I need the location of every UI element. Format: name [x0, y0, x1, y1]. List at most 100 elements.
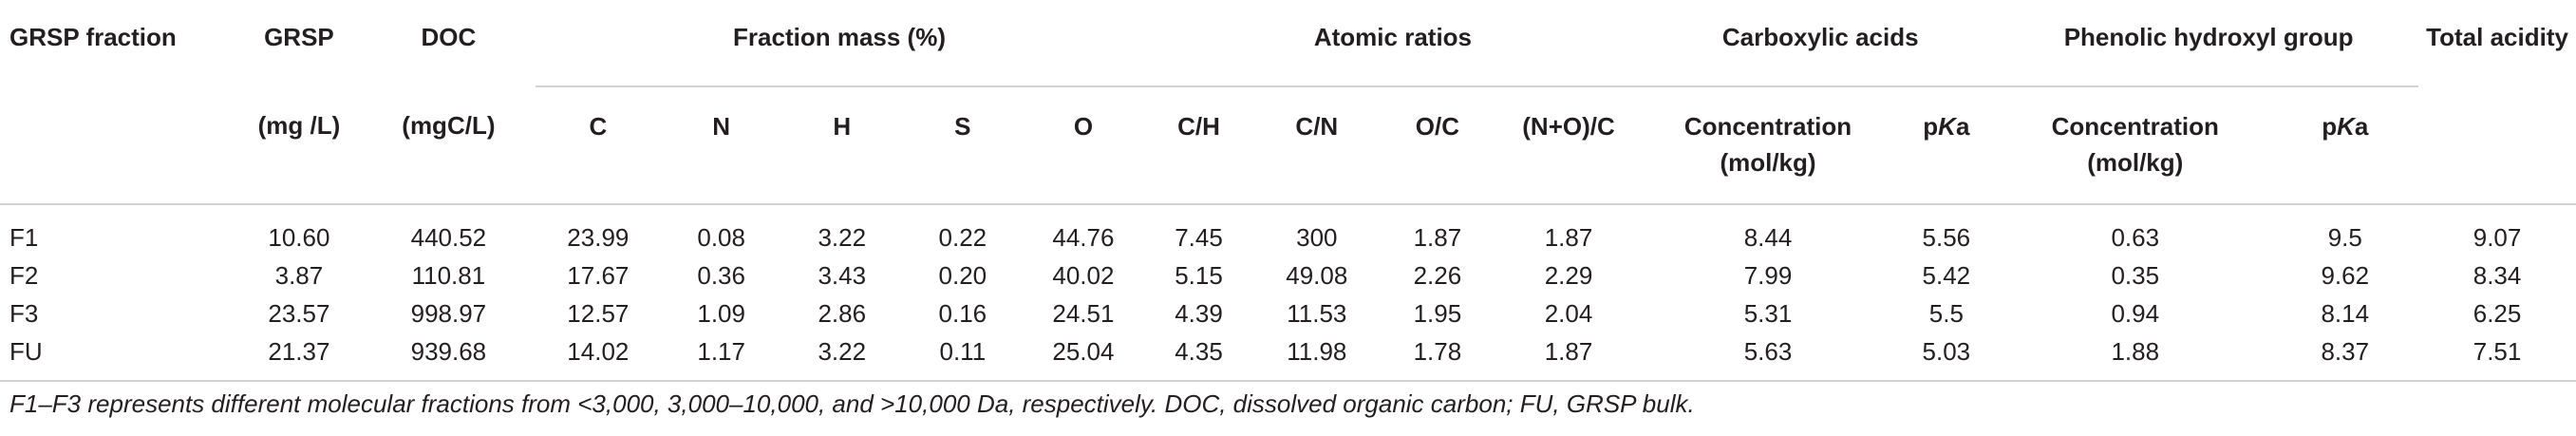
cell-h: 3.22: [818, 337, 867, 366]
cell-ch: 7.45: [1175, 223, 1223, 252]
header-grsp-fraction: GRSP fraction: [9, 23, 177, 51]
cell-c: 23.99: [567, 223, 630, 252]
header-empty: [2418, 86, 2576, 204]
cell-phen-conc: 0.35: [2111, 261, 2160, 290]
cell-cn: 300: [1296, 223, 1338, 252]
cell-carb-conc: 5.31: [1743, 299, 1793, 328]
cell-o: 25.04: [1052, 337, 1115, 366]
header-atomic-ratios: Atomic ratios: [1143, 9, 1643, 87]
cell-ch: 4.35: [1175, 337, 1223, 366]
cell-phen-conc: 1.88: [2111, 337, 2160, 366]
header-grsp-unit: (mg /L): [257, 111, 341, 140]
cell-oc: 2.26: [1413, 261, 1462, 290]
header-col-c: C: [589, 112, 608, 141]
cell-phen-pka: 9.62: [2321, 261, 2370, 290]
cell-oc: 1.95: [1413, 299, 1462, 328]
cell-fraction: F2: [9, 261, 39, 290]
cell-s: 0.16: [938, 299, 987, 328]
concentration-line1: Concentration: [1683, 112, 1852, 141]
cell-doc: 998.97: [410, 299, 487, 328]
cell-carb-conc: 8.44: [1743, 223, 1793, 252]
cell-total: 8.34: [2473, 261, 2522, 290]
cell-oc: 1.87: [1413, 223, 1462, 252]
table-row: F3 23.57 998.97 12.57 1.09 2.86 0.16 24.…: [0, 294, 2576, 332]
cell-phen-conc: 0.63: [2111, 223, 2160, 252]
header-carboxylic-acids: Carboxylic acids: [1642, 9, 2000, 87]
cell-n: 1.09: [697, 299, 745, 328]
header-carb-concentration: Concentration (mol/kg): [1642, 86, 1893, 204]
cell-c: 12.57: [567, 299, 630, 328]
cell-fraction: F3: [9, 299, 39, 328]
cell-carb-pka: 5.42: [1922, 261, 1971, 290]
cell-h: 2.86: [818, 299, 867, 328]
cell-o: 40.02: [1052, 261, 1115, 290]
header-phen-pka: pKa: [2271, 86, 2418, 204]
cell-o: 44.76: [1052, 223, 1115, 252]
cell-noc: 1.87: [1544, 337, 1593, 366]
cell-phen-conc: 0.94: [2111, 299, 2160, 328]
cell-fraction: FU: [9, 337, 43, 366]
header-carb-pka: pKa: [1894, 86, 2000, 204]
cell-carb-pka: 5.03: [1922, 337, 1971, 366]
cell-grsp: 21.37: [268, 337, 330, 366]
cell-cn: 11.53: [1287, 299, 1347, 328]
header-row-2: (mg /L) (mgC/L) C N H S O C/H C/N O/C (N…: [0, 86, 2576, 204]
header-total-acidity: Total acidity: [2426, 23, 2568, 51]
cell-cn: 11.98: [1287, 337, 1347, 366]
header-fraction-mass: Fraction mass (%): [535, 9, 1144, 87]
header-col-cn: C/N: [1295, 112, 1339, 141]
cell-o: 24.51: [1052, 299, 1115, 328]
cell-carb-conc: 7.99: [1743, 261, 1793, 290]
cell-h: 3.43: [818, 261, 867, 290]
header-doc: DOC: [421, 23, 477, 51]
cell-phen-pka: 8.37: [2321, 337, 2370, 366]
cell-c: 14.02: [567, 337, 630, 366]
pka-a: a: [1955, 112, 1970, 141]
cell-fraction: F1: [9, 223, 39, 252]
pka-k: K: [1938, 112, 1956, 141]
header-phenolic-hydroxyl: Phenolic hydroxyl group: [1999, 9, 2419, 87]
cell-grsp: 10.60: [268, 223, 330, 252]
cell-doc: 939.68: [410, 337, 487, 366]
cell-doc: 440.52: [410, 223, 487, 252]
cell-total: 9.07: [2473, 223, 2522, 252]
cell-doc: 110.81: [411, 261, 486, 290]
table-row: F2 3.87 110.81 17.67 0.36 3.43 0.20 40.0…: [0, 256, 2576, 294]
header-doc-unit: (mgC/L): [402, 111, 496, 140]
cell-c: 17.67: [567, 261, 630, 290]
cell-carb-pka: 5.5: [1928, 299, 1964, 328]
table-footnote: F1–F3 represents different molecular fra…: [9, 389, 1695, 418]
header-grsp: GRSP: [264, 23, 334, 51]
header-row-1: GRSP fraction GRSP DOC Fraction mass (%)…: [0, 9, 2576, 87]
cell-grsp: 3.87: [274, 261, 324, 290]
cell-noc: 2.04: [1544, 299, 1593, 328]
cell-grsp: 23.57: [268, 299, 330, 328]
cell-n: 1.17: [697, 337, 745, 366]
table-row: FU 21.37 939.68 14.02 1.17 3.22 0.11 25.…: [0, 332, 2576, 381]
table-row: F1 10.60 440.52 23.99 0.08 3.22 0.22 44.…: [0, 204, 2576, 256]
cell-noc: 2.29: [1544, 261, 1593, 290]
pka-p: p: [2322, 112, 2338, 141]
header-col-oc: O/C: [1415, 112, 1459, 141]
concentration-line2: (mol/kg): [2087, 148, 2184, 177]
cell-oc: 1.78: [1413, 337, 1462, 366]
header-empty: [0, 86, 236, 204]
cell-s: 0.22: [938, 223, 987, 252]
cell-h: 3.22: [818, 223, 867, 252]
cell-phen-pka: 9.5: [2327, 223, 2362, 252]
concentration-line2: (mol/kg): [1720, 148, 1816, 177]
header-col-noc: (N+O)/C: [1522, 112, 1615, 141]
data-table: GRSP fraction GRSP DOC Fraction mass (%)…: [0, 9, 2576, 382]
cell-ch: 4.39: [1175, 299, 1223, 328]
cell-n: 0.08: [697, 223, 745, 252]
cell-n: 0.36: [697, 261, 745, 290]
pka-k: K: [2337, 112, 2355, 141]
header-col-h: H: [833, 112, 852, 141]
cell-s: 0.11: [939, 337, 987, 366]
header-col-ch: C/H: [1177, 112, 1220, 141]
pka-p: p: [1923, 112, 1939, 141]
cell-carb-conc: 5.63: [1743, 337, 1793, 366]
header-col-o: O: [1073, 112, 1094, 141]
cell-phen-pka: 8.14: [2321, 299, 2370, 328]
cell-total: 7.51: [2473, 337, 2522, 366]
